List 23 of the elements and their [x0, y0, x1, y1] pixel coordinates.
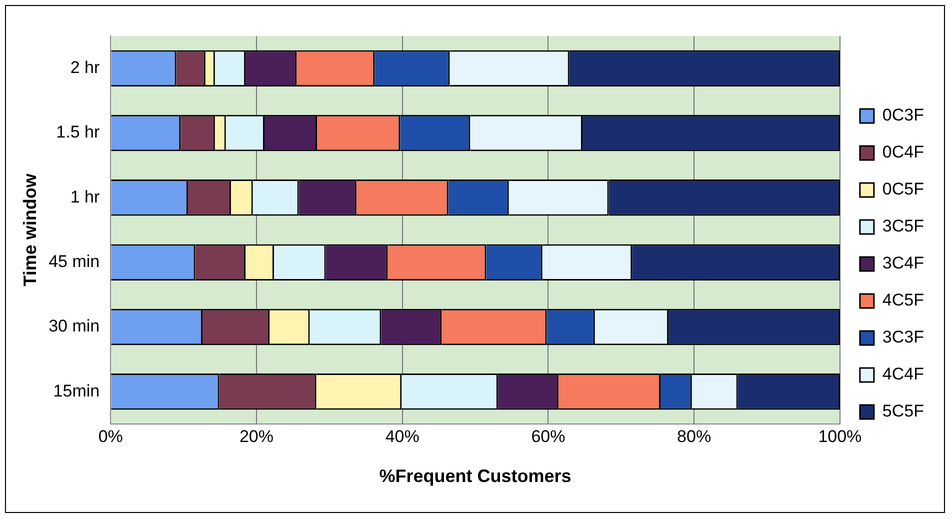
legend-label: 3C5F — [882, 216, 924, 236]
y-tick-label: 1 hr — [70, 187, 100, 206]
legend-label: 4C5F — [882, 290, 924, 310]
y-axis-title: Time window — [20, 172, 40, 286]
x-tick-label: 60% — [531, 426, 566, 446]
x-tick-label: 20% — [239, 426, 274, 446]
x-tick-label: 80% — [677, 426, 712, 446]
legend-label: 3C3F — [882, 328, 924, 347]
y-tick-label: 30 min — [48, 316, 100, 336]
x-tick-label: 40% — [385, 426, 420, 446]
legend-label: 0C3F — [882, 106, 924, 125]
y-tick-label: 15min — [53, 381, 100, 400]
legend-label: 4C4F — [882, 364, 924, 384]
x-tick-label: 100% — [818, 426, 862, 446]
x-tick-label: 0% — [98, 426, 123, 446]
y-tick-label: 1.5 hr — [56, 122, 100, 142]
legend-label: 0C5F — [882, 180, 924, 199]
legend-label: 3C4F — [882, 254, 924, 273]
x-axis-title: %Frequent Customers — [379, 466, 572, 486]
legend-label: 0C4F — [882, 142, 924, 162]
legend-label: 5C5F — [882, 402, 924, 421]
y-tick-label: 45 min — [48, 252, 100, 272]
y-tick-label: 2 hr — [70, 58, 100, 78]
